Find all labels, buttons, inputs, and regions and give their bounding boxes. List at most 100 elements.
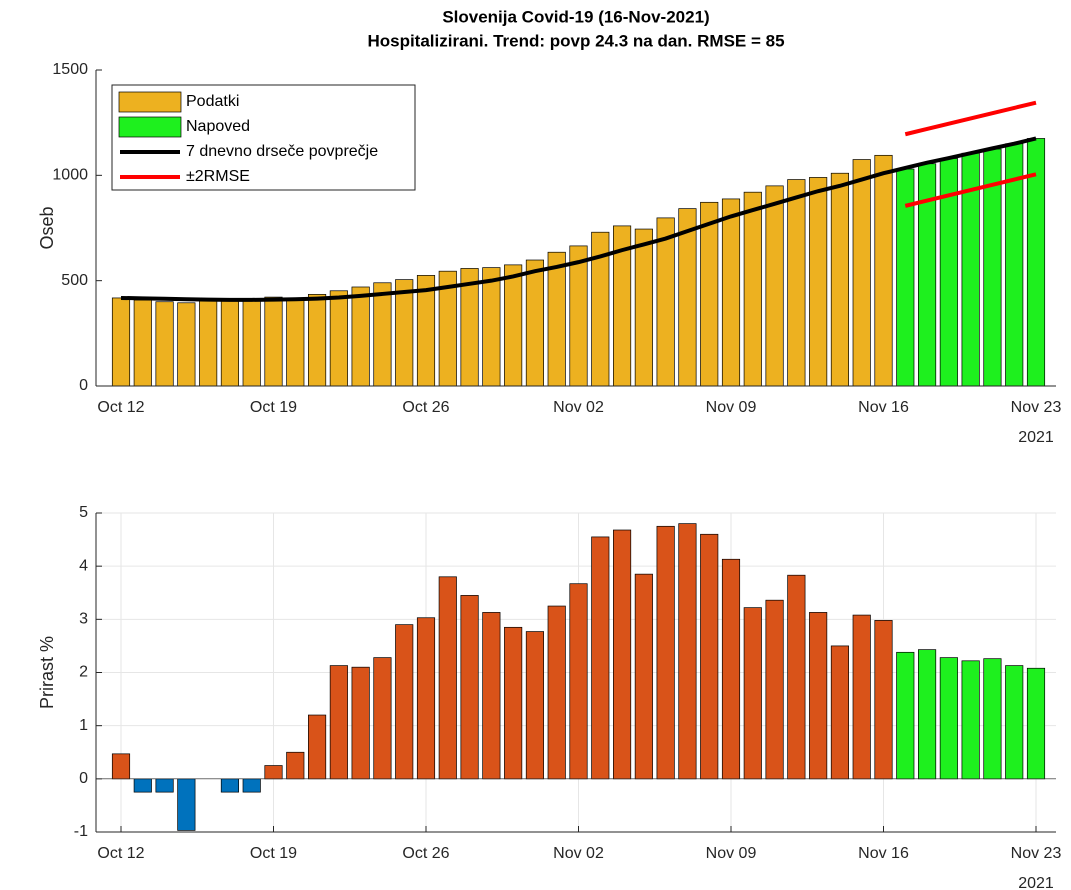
bar <box>743 191 762 387</box>
bar <box>438 576 457 780</box>
bar <box>809 177 828 387</box>
bar <box>264 296 283 387</box>
y-tick-label: 1 <box>79 717 88 734</box>
bar <box>634 228 653 387</box>
bar <box>830 645 849 780</box>
bar <box>852 614 871 780</box>
x-tick-label: Nov 23 <box>1011 845 1062 862</box>
y-tick-label: 1000 <box>52 167 88 184</box>
line <box>120 136 1037 302</box>
bar <box>416 617 436 780</box>
x-tick-label: Nov 09 <box>706 399 757 416</box>
legend-label: Napoved <box>186 118 250 135</box>
bar <box>547 605 566 780</box>
bar <box>896 168 915 387</box>
bar <box>874 154 893 387</box>
bar <box>721 198 741 387</box>
legend-swatch <box>118 116 182 138</box>
bar <box>1026 667 1046 780</box>
bar <box>460 595 479 780</box>
bar <box>830 172 849 387</box>
x-year-label: 2021 <box>1018 429 1054 446</box>
bar <box>656 525 675 780</box>
line <box>904 172 1037 208</box>
bar <box>111 753 131 780</box>
bar <box>569 583 588 780</box>
bar <box>308 714 327 780</box>
legend-swatch <box>118 91 182 113</box>
x-tick-label: Nov 16 <box>858 845 909 862</box>
bar <box>634 573 653 780</box>
x-tick-label: Nov 02 <box>553 845 604 862</box>
y-tick-label: 500 <box>61 272 88 289</box>
y-tick-label: 3 <box>79 611 88 628</box>
x-tick-label: Nov 16 <box>858 399 909 416</box>
bar <box>852 159 871 387</box>
bar <box>308 294 327 387</box>
x-tick-label: Oct 19 <box>250 845 297 862</box>
bar <box>656 217 675 387</box>
bar <box>133 778 152 793</box>
bar <box>504 626 523 780</box>
bar <box>395 279 414 387</box>
bar <box>613 529 632 780</box>
bar <box>961 660 980 780</box>
bar <box>220 299 239 387</box>
bar <box>504 264 523 387</box>
bar <box>373 282 392 387</box>
y-tick-label: -1 <box>74 823 88 840</box>
x-tick-label: Nov 23 <box>1011 399 1062 416</box>
bar <box>765 599 784 780</box>
bar <box>286 751 305 780</box>
bar <box>177 302 196 387</box>
y-tick-label: 2 <box>79 664 88 681</box>
bar <box>939 657 958 780</box>
bar <box>678 523 697 780</box>
y-axis-label: Oseb <box>37 206 57 249</box>
bar <box>242 299 261 387</box>
bar <box>242 778 261 793</box>
bar <box>199 300 218 387</box>
y-tick-label: 0 <box>79 377 88 394</box>
y-tick-label: 5 <box>79 504 88 521</box>
bar <box>286 298 305 387</box>
bar <box>155 778 174 793</box>
bar <box>177 778 196 831</box>
bar <box>264 765 283 780</box>
bar <box>874 620 893 780</box>
x-tick-label: Nov 09 <box>706 845 757 862</box>
bar <box>155 301 174 387</box>
x-tick-label: Oct 12 <box>97 399 144 416</box>
bar <box>721 558 741 780</box>
bar <box>591 536 610 780</box>
x-year-label: 2021 <box>1018 875 1054 890</box>
bar <box>395 624 414 780</box>
bar <box>329 665 348 780</box>
x-tick-label: Oct 26 <box>402 845 449 862</box>
x-tick-label: Oct 26 <box>402 399 449 416</box>
bar <box>133 299 152 387</box>
bar <box>351 286 370 387</box>
bar <box>918 649 937 780</box>
legend-label: Podatki <box>186 93 239 110</box>
bar <box>743 607 762 780</box>
bar <box>525 631 544 780</box>
bar <box>329 290 348 387</box>
bar <box>482 612 501 780</box>
line <box>904 100 1037 137</box>
bar <box>787 179 806 387</box>
bar <box>809 612 828 780</box>
bar <box>220 778 239 793</box>
bar <box>700 201 719 387</box>
legend-label: 7 dnevno drseče povprečje <box>186 143 378 160</box>
bar <box>525 259 544 387</box>
bar <box>373 657 392 780</box>
x-tick-label: Nov 02 <box>553 399 604 416</box>
y-tick-label: 1500 <box>52 61 88 78</box>
bar <box>351 666 370 780</box>
y-tick-label: 0 <box>79 770 88 787</box>
bar <box>547 251 566 387</box>
bar <box>569 245 588 387</box>
bar <box>482 267 501 387</box>
